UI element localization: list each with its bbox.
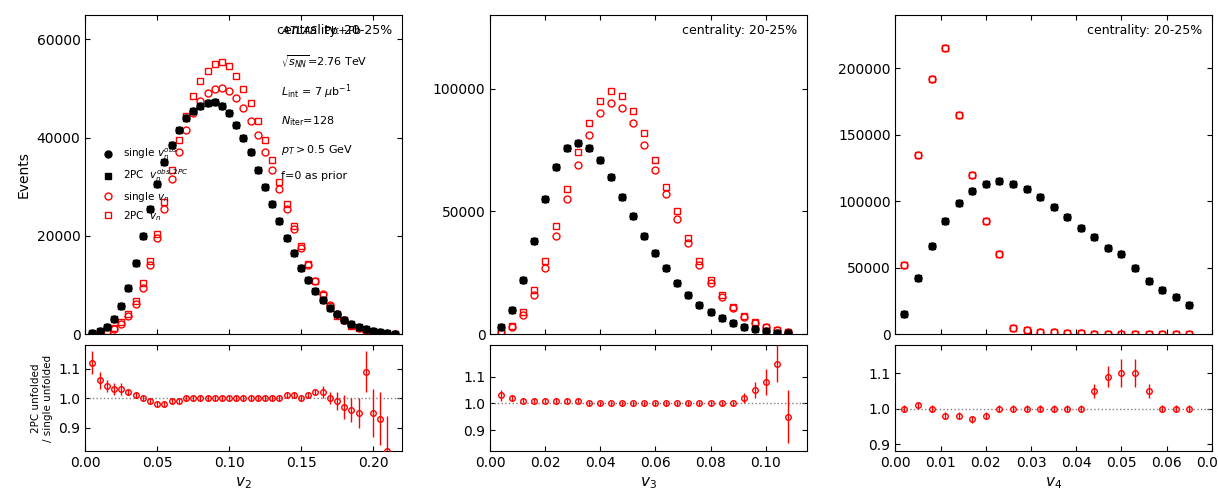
Text: $L_{\mathrm{int}}$ = 7 $\mu$b$^{-1}$: $L_{\mathrm{int}}$ = 7 $\mu$b$^{-1}$ xyxy=(281,82,352,101)
X-axis label: $v_2$: $v_2$ xyxy=(235,476,252,492)
Text: f=0 as prior: f=0 as prior xyxy=(281,172,347,182)
Text: $N_{\mathrm{iter}}$=128: $N_{\mathrm{iter}}$=128 xyxy=(281,114,335,127)
Text: centrality: 20-25%: centrality: 20-25% xyxy=(682,24,798,38)
Text: centrality: 20-25%: centrality: 20-25% xyxy=(276,24,392,38)
Legend: single $v_n^{obs}$, 2PC  $v_n^{obs,2PC}$, single $v_n$, 2PC  $v_n$: single $v_n^{obs}$, 2PC $v_n^{obs,2PC}$,… xyxy=(94,141,192,227)
Text: centrality: 20-25%: centrality: 20-25% xyxy=(1088,24,1202,38)
X-axis label: $v_3$: $v_3$ xyxy=(641,476,657,492)
Y-axis label: Events: Events xyxy=(17,151,30,198)
Text: $p_T>0.5$ GeV: $p_T>0.5$ GeV xyxy=(281,143,353,157)
Text: $\sqrt{s_{NN}}$=2.76 TeV: $\sqrt{s_{NN}}$=2.76 TeV xyxy=(281,53,368,69)
X-axis label: $v_4$: $v_4$ xyxy=(1045,476,1062,492)
Y-axis label: 2PC unfolded
/ single unfolded: 2PC unfolded / single unfolded xyxy=(32,355,52,442)
Text: $\mathit{ATLAS}$  Pb+Pb: $\mathit{ATLAS}$ Pb+Pb xyxy=(281,24,363,37)
